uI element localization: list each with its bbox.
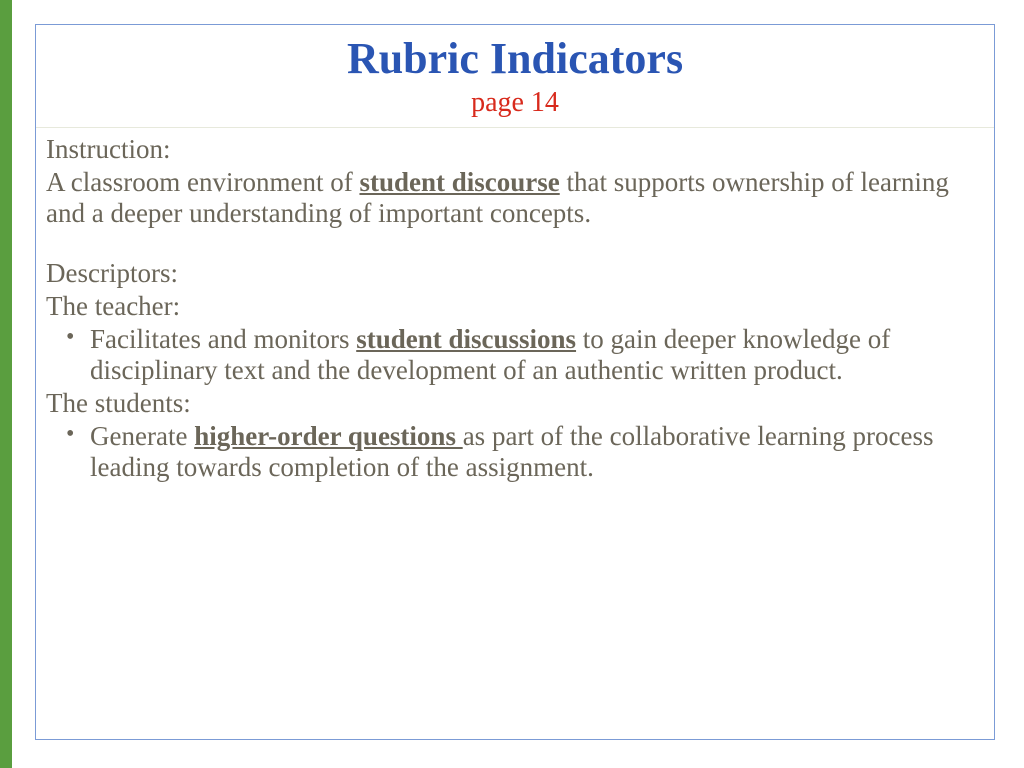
title-block: Rubric Indicators page 14 (36, 25, 994, 128)
students-bullet-1: Generate higher-order questions as part … (72, 421, 984, 483)
slide-subtitle: page 14 (36, 87, 994, 119)
slide: Rubric Indicators page 14 Instruction: A… (0, 0, 1024, 768)
students-bullets: Generate higher-order questions as part … (46, 421, 984, 483)
teacher-label: The teacher: (46, 291, 984, 322)
slide-title: Rubric Indicators (36, 35, 994, 83)
teacher-b1-pre: Facilitates and monitors (90, 324, 356, 354)
students-label: The students: (46, 388, 984, 419)
content-frame: Rubric Indicators page 14 Instruction: A… (35, 24, 995, 740)
descriptors-label: Descriptors: (46, 258, 984, 289)
instruction-text: A classroom environment of student disco… (46, 167, 984, 229)
teacher-bullets: Facilitates and monitors student discuss… (46, 324, 984, 386)
accent-bar (0, 0, 12, 768)
teacher-b1-bold: student discussions (356, 324, 576, 354)
students-b1-pre: Generate (90, 421, 194, 451)
instruction-pre: A classroom environment of (46, 167, 359, 197)
spacer (46, 230, 984, 258)
instruction-label: Instruction: (46, 134, 984, 165)
body: Instruction: A classroom environment of … (36, 128, 994, 492)
teacher-bullet-1: Facilitates and monitors student discuss… (72, 324, 984, 386)
students-b1-bold: higher-order questions (194, 421, 463, 451)
instruction-bold: student discourse (359, 167, 559, 197)
